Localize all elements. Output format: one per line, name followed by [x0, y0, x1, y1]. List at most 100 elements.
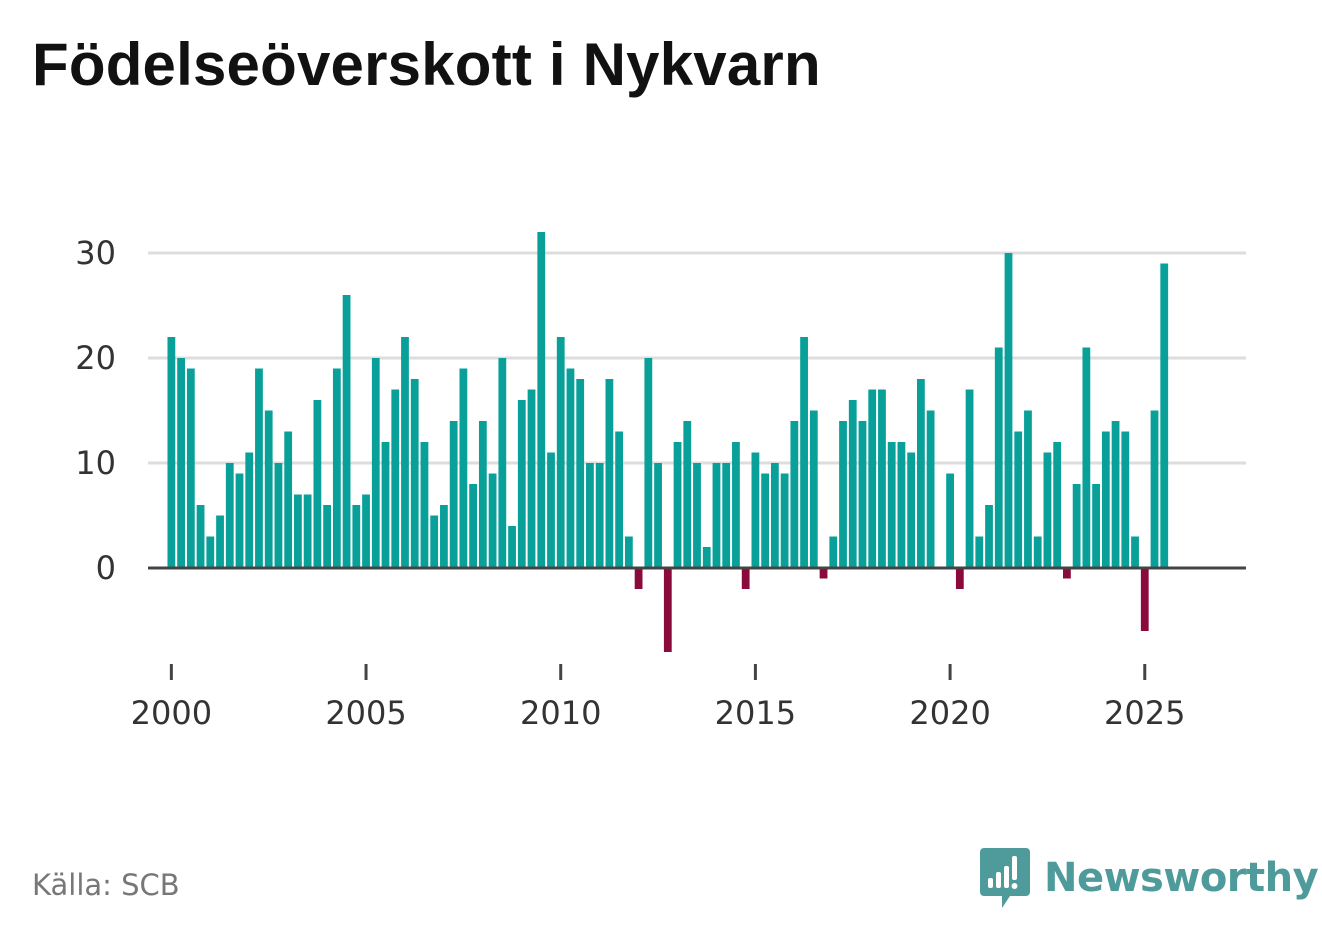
bar [702, 547, 711, 568]
bar [245, 452, 254, 568]
bar [848, 400, 857, 568]
bar [712, 463, 721, 568]
y-tick-label: 30 [75, 234, 116, 272]
bar [693, 463, 701, 568]
bar [303, 494, 312, 568]
bar [887, 442, 896, 568]
bar [1101, 431, 1110, 568]
axes: 0 10 20 30 2000 2005 2010 2015 2020 2025 [75, 234, 1246, 732]
bar [586, 463, 594, 568]
bar [663, 568, 672, 652]
bar [1043, 452, 1052, 568]
bar [654, 463, 662, 568]
bar [1150, 410, 1159, 568]
bar [225, 463, 234, 568]
bar [488, 473, 497, 568]
bar [1053, 442, 1062, 568]
bar [401, 337, 409, 568]
bar [294, 494, 302, 568]
bar [1082, 347, 1091, 568]
bar [595, 463, 604, 568]
bar [965, 389, 974, 568]
bar [196, 505, 205, 568]
bar [284, 431, 293, 568]
bar [449, 421, 458, 568]
bar [1092, 484, 1100, 568]
bar [809, 410, 818, 568]
bar [469, 484, 478, 568]
bar [517, 400, 526, 568]
bar [780, 473, 789, 568]
bar [371, 358, 380, 568]
brand: Newsworthy [980, 848, 1319, 908]
bar [1131, 536, 1139, 568]
bar [751, 452, 760, 568]
bar [177, 358, 185, 568]
bar [566, 368, 575, 568]
bar [770, 463, 779, 568]
bar [527, 389, 536, 568]
bar [410, 379, 419, 568]
bar [498, 358, 507, 568]
bar [459, 368, 468, 568]
bar [1140, 568, 1149, 631]
bar [478, 421, 487, 568]
chart-title: Födelseöverskott i Nykvarn [32, 31, 821, 98]
bar [829, 536, 838, 568]
bar [800, 337, 808, 568]
gridlines [148, 251, 1246, 465]
bar [761, 473, 770, 568]
bar [313, 400, 322, 568]
x-tick-label: 2015 [715, 694, 796, 732]
bar [274, 463, 283, 568]
bar [634, 568, 643, 589]
bar [1063, 568, 1071, 579]
bar [946, 473, 954, 568]
bar [186, 368, 195, 568]
bar [1004, 253, 1013, 568]
bar [741, 568, 750, 589]
bar [1111, 421, 1120, 568]
bar [839, 421, 847, 568]
bar [508, 526, 516, 568]
bar [955, 568, 964, 589]
bar [1024, 410, 1032, 568]
newsworthy-logo-icon [980, 848, 1030, 908]
bars [167, 232, 1169, 652]
y-tick-label: 20 [75, 339, 116, 377]
bar [1014, 431, 1023, 568]
bar [790, 421, 799, 568]
bar [362, 494, 370, 568]
bar [975, 536, 984, 568]
bar [916, 379, 925, 568]
bar [985, 505, 993, 568]
x-tick-label: 2000 [131, 694, 212, 732]
bar [1160, 263, 1169, 568]
bar [673, 442, 682, 568]
x-tick-label: 2020 [909, 694, 990, 732]
bar [264, 410, 273, 568]
bar [644, 358, 653, 568]
bar [732, 442, 740, 568]
bar-chart: 0 10 20 30 2000 2005 2010 2015 2020 2025 [75, 232, 1246, 732]
bar [430, 515, 439, 568]
bar [352, 505, 361, 568]
y-tick-label: 0 [96, 549, 116, 587]
bar [547, 452, 555, 568]
y-tick-label: 10 [75, 444, 116, 482]
bar [332, 368, 341, 568]
bar [878, 389, 886, 568]
bar [1072, 484, 1081, 568]
bar [897, 442, 906, 568]
bar [255, 368, 263, 568]
bar [722, 463, 731, 568]
bar [819, 568, 828, 579]
bar [167, 337, 176, 568]
bar [858, 421, 867, 568]
bar [537, 232, 546, 568]
x-tick-label: 2025 [1104, 694, 1185, 732]
bar [391, 389, 400, 568]
bar [994, 347, 1003, 568]
bar [342, 295, 351, 568]
bar [576, 379, 585, 568]
